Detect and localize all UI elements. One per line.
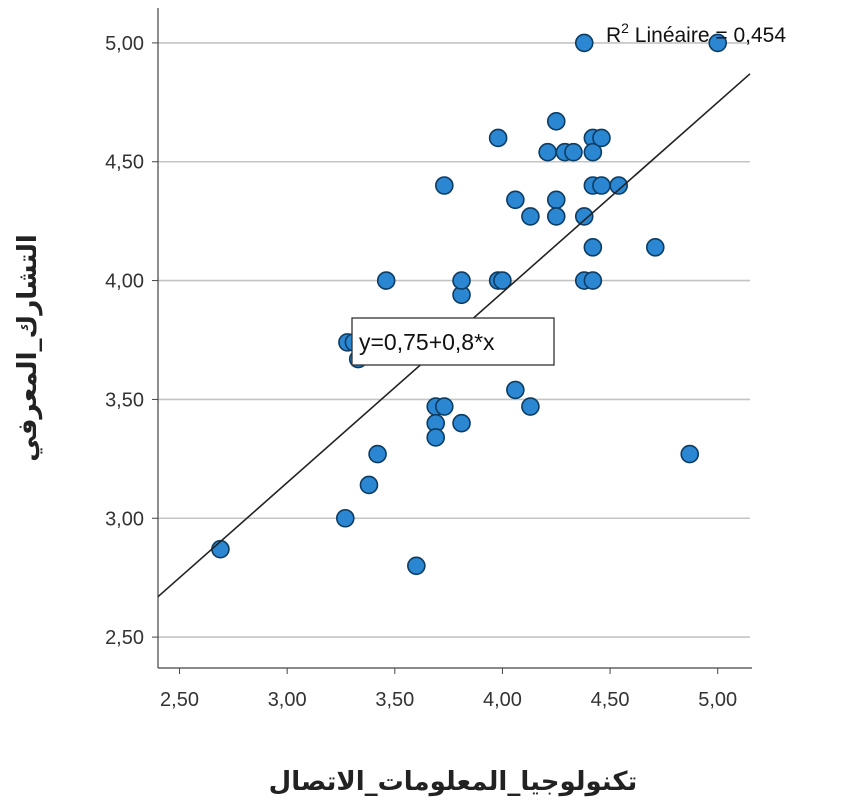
data-point: [564, 142, 583, 162]
data-point: [407, 556, 426, 576]
r-squared-prefix: R: [606, 24, 621, 47]
x-tick-label: 2,50: [160, 689, 199, 711]
data-point: [452, 271, 471, 290]
data-point: [521, 207, 540, 226]
x-tick-label: 3,00: [268, 689, 307, 711]
data-point: [426, 428, 446, 447]
data-point: [546, 112, 566, 131]
data-point: [376, 271, 396, 290]
data-point: [506, 380, 525, 400]
data-point: [546, 190, 566, 210]
r-squared-superscript: 2: [621, 20, 629, 36]
data-point: [359, 475, 379, 495]
data-point: [211, 539, 230, 559]
y-tick-label: 3,00: [105, 508, 144, 530]
data-point: [583, 271, 603, 290]
y-tick-label: 3,50: [105, 389, 144, 411]
data-point: [583, 238, 603, 257]
data-point: [488, 128, 508, 148]
x-tick-label: 4,00: [483, 689, 522, 711]
y-axis-title: التشارك_المعرفي: [13, 234, 43, 462]
r-squared-value: Linéaire = 0,454: [629, 24, 786, 47]
equation-box: [351, 317, 555, 366]
equation-label: y=0,75+0,8*x: [359, 329, 495, 355]
data-point: [506, 190, 525, 210]
data-point: [592, 176, 611, 195]
data-point: [493, 271, 512, 290]
data-point: [583, 142, 603, 162]
x-axis-title: تكنولوجيا_المعلومات_الاتصال: [269, 767, 638, 797]
data-point: [452, 413, 471, 433]
data-point: [708, 33, 728, 53]
x-tick-label: 5,00: [698, 689, 737, 711]
data-point: [574, 33, 594, 53]
gridlines: [158, 42, 750, 638]
y-axis-ticks: 2,50 3,00 3,50 4,00 4,50 5,00: [105, 33, 158, 649]
data-point: [592, 128, 611, 148]
y-tick-label: 2,50: [105, 627, 144, 649]
data-point: [609, 176, 628, 195]
data-point: [645, 238, 665, 257]
data-point: [538, 142, 557, 162]
data-point: [435, 176, 454, 195]
y-tick-label: 5,00: [105, 33, 144, 55]
data-point: [680, 444, 700, 464]
y-tick-label: 4,50: [105, 152, 144, 174]
x-tick-label: 3,50: [375, 689, 414, 711]
data-point: [368, 444, 387, 464]
data-point: [521, 397, 540, 416]
data-point: [574, 207, 594, 226]
data-point: [335, 508, 355, 528]
data-point: [546, 207, 566, 226]
y-tick-label: 4,00: [105, 271, 144, 293]
x-axis-ticks: 2,50 3,00 3,50 4,00 4,50 5,00: [160, 668, 737, 711]
x-tick-label: 4,50: [591, 689, 630, 711]
data-point: [435, 397, 454, 416]
r-squared-label: R2 Linéaire = 0,454: [606, 20, 786, 47]
data-points: [211, 33, 728, 576]
